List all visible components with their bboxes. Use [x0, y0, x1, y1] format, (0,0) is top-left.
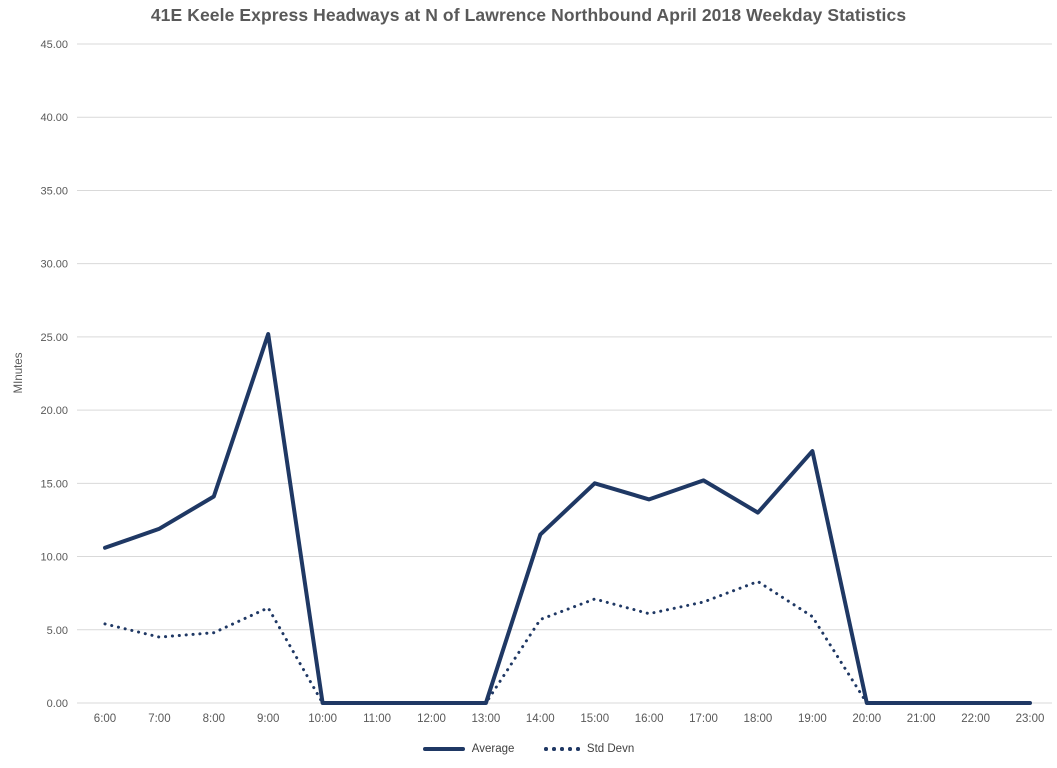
x-tick-label: 22:00	[961, 713, 990, 725]
x-tick-label: 13:00	[471, 713, 500, 725]
y-tick-label: 15.00	[40, 478, 68, 490]
y-tick-label: 25.00	[40, 332, 68, 344]
x-tick-label: 14:00	[526, 713, 555, 725]
x-tick-label: 7:00	[148, 713, 170, 725]
legend: Average Std Devn	[0, 743, 1057, 755]
x-tick-label: 16:00	[635, 713, 664, 725]
y-tick-label: 10.00	[40, 552, 68, 564]
chart-title: 41E Keele Express Headways at N of Lawre…	[150, 5, 907, 25]
y-tick-label: 20.00	[40, 405, 68, 417]
std-devn-line	[103, 580, 1032, 705]
x-tick-label: 15:00	[580, 713, 609, 725]
std-devn-line-swatch-icon	[544, 747, 580, 751]
y-tick-label: 5.00	[47, 625, 68, 637]
x-tick-label: 20:00	[852, 713, 881, 725]
y-tick-label: 30.00	[40, 259, 68, 271]
x-tick-label: 18:00	[744, 713, 773, 725]
x-tick-label: 23:00	[1016, 713, 1045, 725]
legend-average-label: Average	[471, 743, 515, 755]
y-tick-label: 40.00	[40, 112, 68, 124]
x-tick-label: 21:00	[907, 713, 936, 725]
x-tick-label: 9:00	[257, 713, 279, 725]
x-tick-label: 8:00	[203, 713, 225, 725]
y-tick-label: 0.00	[47, 698, 68, 710]
average-line-swatch-icon	[422, 747, 465, 751]
legend-item-average: Average	[422, 743, 515, 755]
x-tick-label: 6:00	[94, 713, 116, 725]
x-tick-label: 19:00	[798, 713, 827, 725]
legend-std-devn-label: Std Devn	[586, 743, 635, 755]
x-tick-label: 12:00	[417, 713, 446, 725]
legend-item-std-devn: Std Devn	[544, 743, 634, 755]
x-tick-label: 17:00	[689, 713, 718, 725]
x-tick-label: 10:00	[308, 713, 337, 725]
y-tick-label: 45.00	[40, 39, 68, 51]
y-tick-label: 35.00	[40, 185, 68, 197]
average-line	[103, 332, 1032, 705]
x-tick-label: 11:00	[363, 713, 391, 725]
